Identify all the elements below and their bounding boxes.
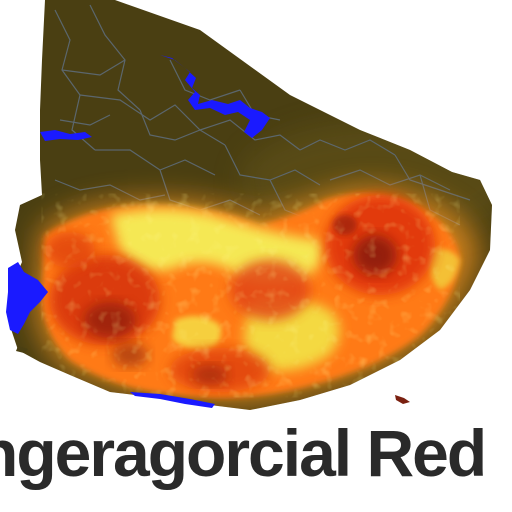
heat-map	[6, 0, 492, 410]
water-bodies	[6, 55, 270, 408]
heat-layer	[34, 186, 481, 404]
island	[16, 346, 28, 353]
island	[395, 395, 410, 404]
map-caption: ngeragorcial Red	[0, 416, 487, 490]
